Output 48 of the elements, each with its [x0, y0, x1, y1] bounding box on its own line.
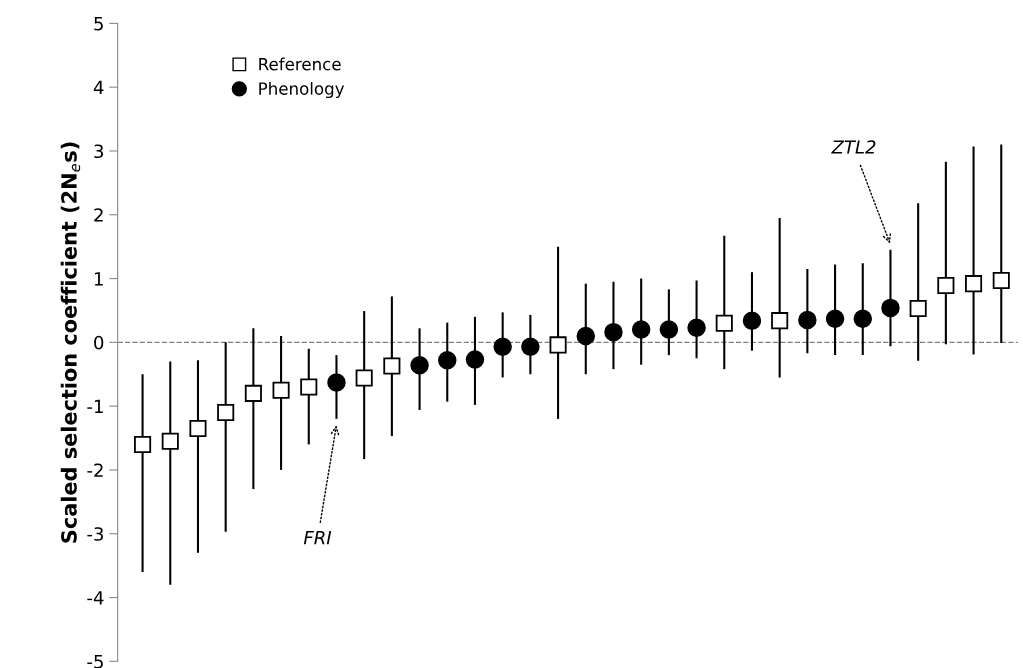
point	[438, 350, 457, 370]
y-tick-label: -1	[87, 399, 103, 413]
y-axis-title: Scaled selection coefficient (2N$_{e}$s)	[60, 142, 81, 543]
y-tick-label: 3	[94, 144, 103, 159]
annotation: ZTL2	[831, 140, 876, 154]
point	[189, 419, 207, 438]
point	[244, 384, 262, 402]
legend-label: Reference	[259, 57, 341, 71]
point	[909, 299, 927, 318]
point	[825, 309, 845, 328]
y-tick-label: -4	[87, 591, 104, 605]
point	[937, 277, 955, 295]
point	[742, 311, 762, 330]
y-tick-label: 2	[94, 208, 103, 222]
y-tick-label: 1	[94, 272, 103, 286]
point	[576, 326, 596, 346]
point	[659, 320, 679, 339]
y-tick-label: 0	[94, 335, 104, 350]
point	[992, 271, 1010, 290]
point	[631, 320, 651, 339]
point	[771, 312, 789, 330]
point	[604, 322, 623, 342]
point	[410, 356, 429, 375]
point	[355, 369, 373, 387]
point	[853, 309, 873, 328]
point	[465, 350, 485, 369]
point	[134, 435, 152, 453]
y-tick-label: -2	[87, 463, 103, 477]
point	[300, 378, 318, 396]
point	[881, 298, 900, 318]
y-tick-label: 4	[93, 80, 104, 95]
point	[687, 318, 706, 337]
y-tick-label: -3	[87, 527, 103, 541]
point	[217, 403, 235, 422]
legend-label: Phenology	[259, 81, 345, 99]
point	[161, 432, 179, 450]
point	[383, 357, 401, 375]
point	[549, 336, 567, 354]
point	[272, 381, 290, 399]
point	[715, 314, 733, 332]
y-tick-label: -5	[87, 655, 103, 668]
point	[493, 337, 512, 357]
point	[521, 337, 540, 357]
point	[327, 373, 346, 392]
annotation: FRI	[303, 531, 332, 545]
point	[798, 310, 817, 330]
y-tick-label: 5	[94, 17, 103, 31]
point	[965, 275, 983, 293]
